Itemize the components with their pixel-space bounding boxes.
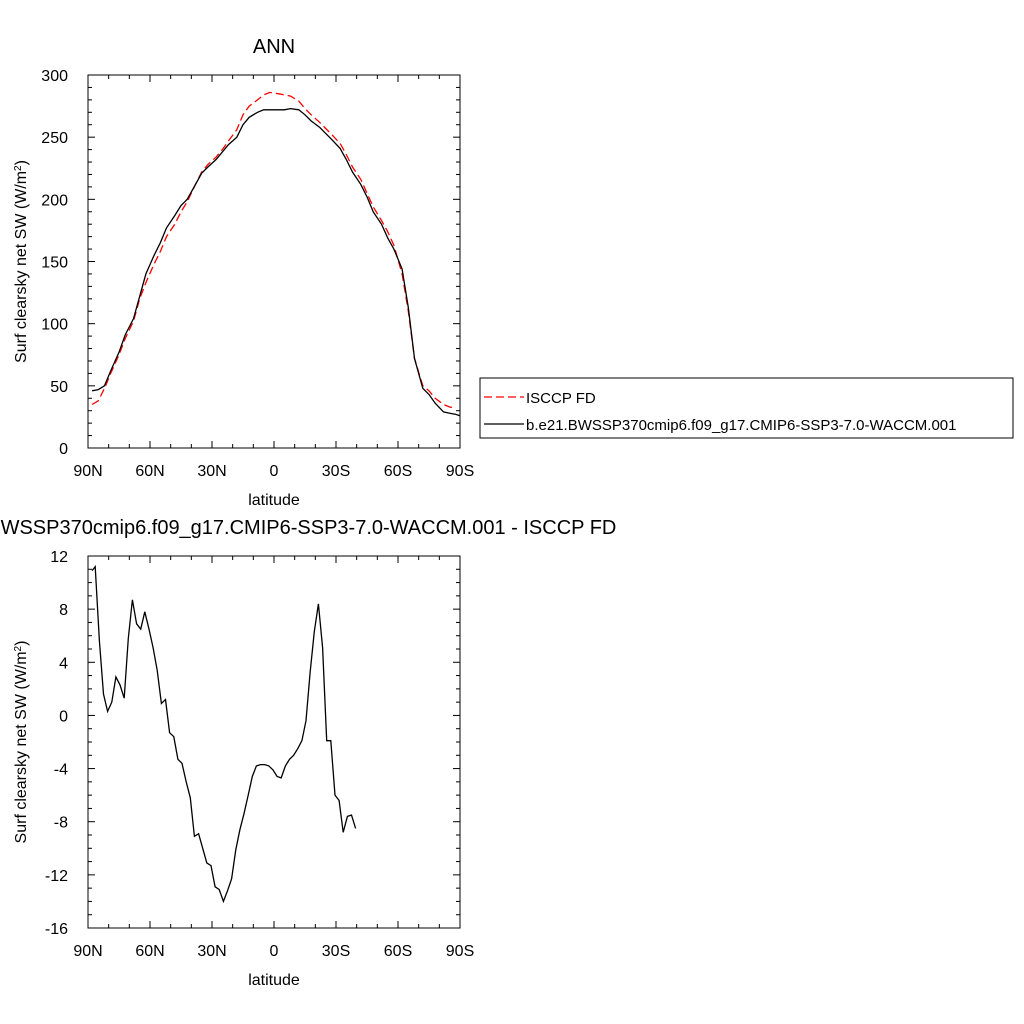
y-tick-label: -16: [45, 921, 68, 938]
y-axis-label-sup: 2: [13, 165, 24, 171]
legend-box: [479, 377, 1014, 439]
x-tick-label: 60N: [135, 463, 164, 480]
x-axis-label: latitude: [248, 492, 300, 509]
x-tick-label: 30S: [322, 463, 350, 480]
plot-frame: [87, 555, 461, 929]
y-tick-label: 250: [41, 130, 68, 147]
y-tick-label: 0: [59, 441, 68, 458]
y-axis-label-tail: ): [13, 160, 30, 165]
x-tick-label: 90S: [446, 463, 474, 480]
legend-label-2: b.e21.BWSSP370cmip6.f09_g17.CMIP6-SSP3-7…: [526, 417, 956, 434]
legend: ISCCP FD b.e21.BWSSP370cmip6.f09_g17.CMIP…: [479, 377, 1014, 439]
y-tick-label: 8: [59, 602, 68, 619]
chart-title: b.e21.BWSSP370cmip6.f09_g17.CMIP6-SSP3-7…: [0, 517, 616, 539]
x-axis-label: latitude: [248, 972, 300, 989]
plot-frame: [87, 74, 461, 449]
series-line-1: [91, 564, 357, 904]
y-axis-label-tail: ): [13, 641, 30, 646]
y-tick-label: 50: [50, 379, 68, 396]
x-tick-label: 60S: [384, 943, 412, 960]
x-tick-label: 0: [270, 943, 279, 960]
x-tick-label: 0: [270, 463, 279, 480]
x-tick-label: 60N: [135, 943, 164, 960]
x-tick-label: 60S: [384, 463, 412, 480]
y-axis-label: Surf clearsky net SW (W/m2): [13, 160, 31, 363]
y-tick-label: 200: [41, 192, 68, 209]
chart-panel-2: b.e21.BWSSP370cmip6.f09_g17.CMIP6-SSP3-7…: [0, 517, 616, 989]
y-tick-label: -4: [54, 762, 68, 779]
chart-title: ANN: [253, 36, 295, 58]
y-axis-label: Surf clearsky net SW (W/m2): [13, 641, 31, 844]
y-tick-label: 0: [59, 708, 68, 725]
y-axis-label-main: Surf clearsky net SW (W/m: [13, 171, 30, 363]
y-tick-label: -8: [54, 815, 68, 832]
x-tick-label: 90S: [446, 943, 474, 960]
legend-label-1: ISCCP FD: [526, 390, 596, 407]
y-tick-label: 100: [41, 317, 68, 334]
y-axis-label-sup: 2: [13, 645, 24, 651]
chart-panel-1: ANN 90N 60N 30N 0 30S 60S 90S latitude 0 50 100 150 2…: [13, 36, 475, 509]
x-tick-label: 30S: [322, 943, 350, 960]
y-tick-label: 300: [41, 68, 68, 85]
x-tick-label: 90N: [73, 463, 102, 480]
x-tick-label: 90N: [73, 943, 102, 960]
x-tick-label: 30N: [197, 943, 226, 960]
series-line-1: [91, 91, 457, 409]
y-tick-label: 12: [50, 549, 68, 566]
y-tick-label: -12: [45, 868, 68, 885]
y-tick-label: 4: [59, 655, 68, 672]
series-line-2: [91, 107, 461, 417]
y-axis-label-main: Surf clearsky net SW (W/m: [13, 651, 30, 843]
y-tick-label: 150: [41, 255, 68, 272]
x-tick-label: 30N: [197, 463, 226, 480]
